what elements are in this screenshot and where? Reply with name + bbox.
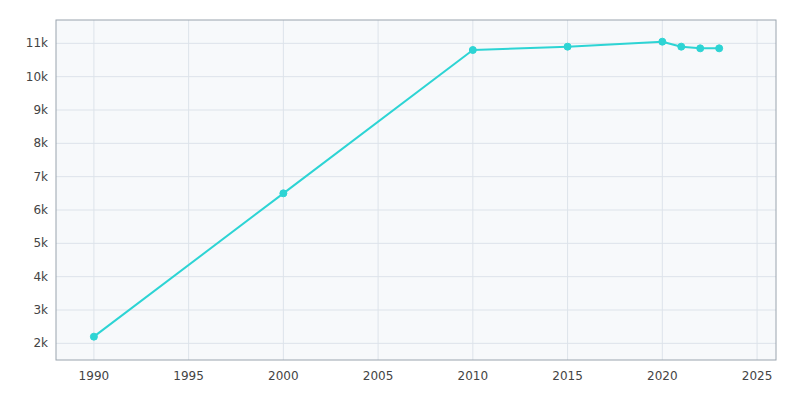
y-tick-label: 11k <box>26 36 48 50</box>
y-grid-line <box>56 76 776 77</box>
tick-labels: 1990 1995 2000 2005 2010 2015 2020 2025 2k 3k 4k 5k… <box>26 36 773 383</box>
x-tick-label: 1995 <box>173 369 204 383</box>
point <box>469 47 476 54</box>
y-grid-line <box>56 143 776 144</box>
point <box>716 45 723 52</box>
y-tick-label: 3k <box>33 303 48 317</box>
x-grid-line <box>93 20 94 360</box>
point <box>564 43 571 50</box>
point <box>659 38 666 45</box>
plot-frame <box>56 20 776 360</box>
y-grid-line <box>56 176 776 177</box>
y-tick-label: 4k <box>33 270 48 284</box>
y-grid-line <box>56 210 776 211</box>
chart-container: 1990 1995 2000 2005 2010 2015 2020 2025 2k 3k 4k 5k… <box>0 0 800 400</box>
y-tick-label: 6k <box>33 203 48 217</box>
y-tick-label: 8k <box>33 136 48 150</box>
plot-area <box>56 20 776 360</box>
y-grid-line <box>56 276 776 277</box>
y-tick-label: 2k <box>33 336 48 350</box>
x-grid-line <box>567 20 568 360</box>
point <box>90 333 97 340</box>
x-grid-line <box>188 20 189 360</box>
y-tick-label: 10k <box>26 70 48 84</box>
x-tick-label: 2020 <box>647 369 678 383</box>
y-grid-line <box>56 343 776 344</box>
y-tick-label: 9k <box>33 103 48 117</box>
x-tick-label: 2005 <box>363 369 394 383</box>
point <box>280 190 287 197</box>
point <box>678 43 685 50</box>
x-tick-label: 2010 <box>458 369 489 383</box>
y-grid-line <box>56 243 776 244</box>
y-tick-label: 5k <box>33 236 48 250</box>
y-tick-label: 7k <box>33 170 48 184</box>
x-tick-label: 1990 <box>79 369 110 383</box>
series <box>90 38 722 340</box>
x-tick-label: 2015 <box>552 369 583 383</box>
line <box>94 42 719 337</box>
grid <box>56 20 776 360</box>
x-grid-line <box>662 20 663 360</box>
chart: 1990 1995 2000 2005 2010 2015 2020 2025 2k 3k 4k 5k… <box>0 0 800 400</box>
x-grid-line <box>378 20 379 360</box>
x-tick-label: 2025 <box>742 369 773 383</box>
point <box>697 45 704 52</box>
x-grid-line <box>757 20 758 360</box>
y-grid-line <box>56 310 776 311</box>
x-tick-label: 2000 <box>268 369 299 383</box>
y-grid-line <box>56 110 776 111</box>
x-grid-line <box>472 20 473 360</box>
